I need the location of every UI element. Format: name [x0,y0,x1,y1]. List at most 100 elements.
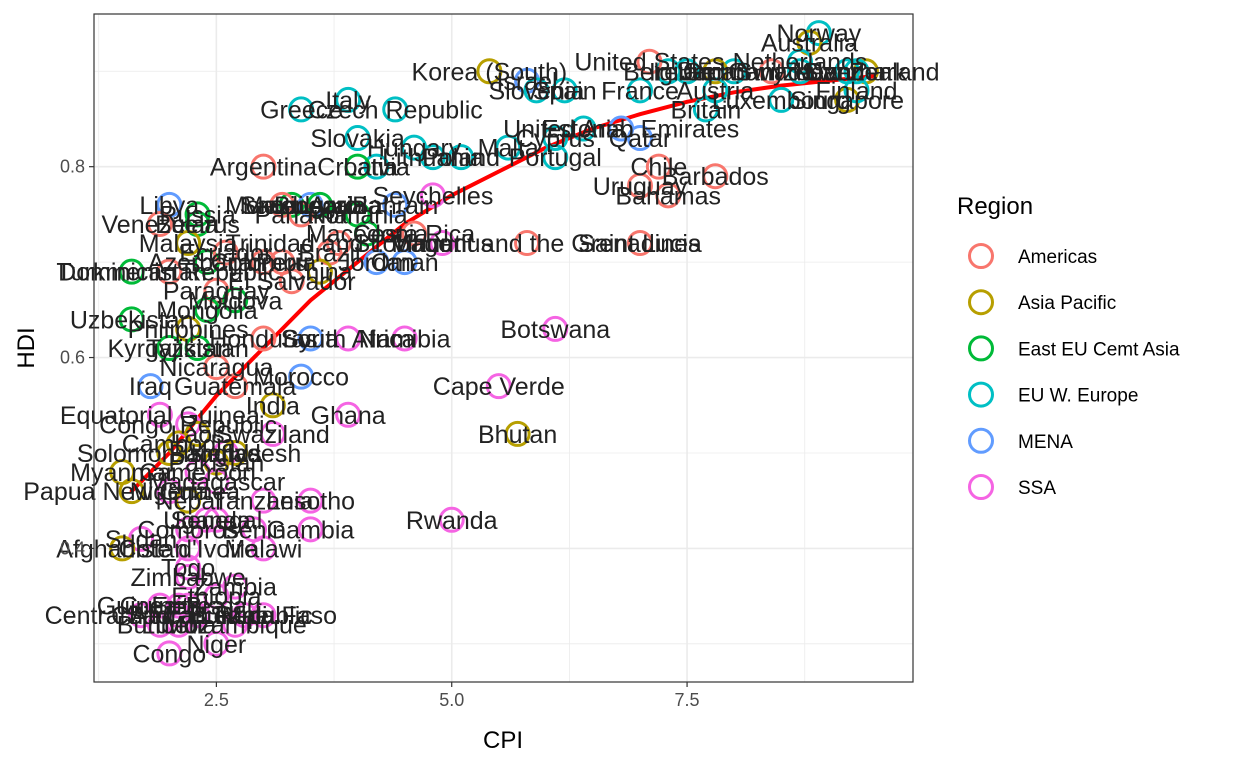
data-point [438,506,465,533]
data-point [805,20,832,47]
x-tick-label: 5.0 [439,690,464,710]
y-axis-title: HDI [13,327,40,368]
point-label: Liberia [141,612,216,640]
data-point [787,58,814,85]
data-point [137,373,164,400]
point-label: United Arab Emirates [503,116,739,144]
point-label: Uganda [163,507,251,535]
point-label: Qatar [609,125,672,153]
point-label: Bahrain [352,192,438,220]
point-label: Italy [325,87,371,115]
point-label: Senegal [171,507,263,535]
data-point [834,86,861,113]
data-point [165,430,192,457]
data-point [250,535,277,562]
point-label: Peru [256,249,309,277]
data-point [627,230,653,257]
point-label: Czech Republic [308,96,483,124]
point-label: Hungary [367,135,462,163]
point-label: Equatorial Guinea [60,402,260,430]
point-label: Romania [308,201,408,229]
point-label: Bahamas [615,182,721,210]
point-label: Turkmenistan [56,259,207,287]
point-label: Saint Lucia [578,230,702,258]
data-point [325,230,352,257]
point-label: Korea (South) [412,58,568,86]
point-label: Netherlands [733,49,868,77]
x-axis-title: CPI [483,727,523,754]
legend-key [968,474,994,500]
point-label: Spain [533,77,597,105]
point-label: New Zealand [792,58,939,86]
point-label: Croatia [317,154,398,182]
point-label: Guatemala [174,373,296,401]
legend-label: East EU Cemt Asia [1018,339,1180,360]
data-point [523,77,550,104]
point-label: Mexico [243,192,322,220]
data-point [542,144,569,171]
point-label: Portugal [509,144,602,172]
data-point [391,249,418,276]
data-point [297,325,324,352]
y-tick-label: 0.8 [60,157,85,177]
point-label: Bhutan [478,421,557,449]
point-label: Eritrea [151,593,225,621]
point-label: Pakistan [168,450,264,478]
point-label: Mozambique [164,612,307,640]
point-label: Singapore [790,87,904,115]
data-point [212,439,239,466]
point-label: Madagascar [148,469,286,497]
data-point [146,210,173,237]
legend-key [968,289,994,316]
data-point [250,325,277,352]
point-label: Nepal [155,488,220,516]
point-label: Namibia [359,325,451,353]
point-label: Cape Verde [433,373,565,401]
point-label: India [246,392,300,420]
x-tick-label: 2.5 [204,690,229,710]
point-label: Belgium [623,58,713,86]
data-point [297,191,324,218]
point-label: Cambodia [122,430,236,458]
point-label: Lithuania [382,144,484,172]
legend-label: SSA [1018,478,1056,499]
point-label: Guinea [120,593,201,621]
point-label: Afghanistan [56,535,188,563]
point-label: Macedonia [306,220,428,248]
point-label: Zimbabwe [130,564,245,592]
data-point [231,602,258,629]
point-label: Niger [187,631,247,659]
data-point [175,554,202,581]
point-label: Argentina [210,154,317,182]
data-point [250,249,277,276]
data-point [250,153,277,180]
point-label: Laos [170,421,224,449]
point-label: Iraq [129,373,172,401]
point-label: Papua New Guinea [23,478,240,506]
point-label: Moldova [188,287,283,315]
data-point [674,58,701,85]
point-label: Benin [222,516,286,544]
point-label: Venezuela [102,211,219,239]
point-label: Colombia [211,249,317,277]
point-label: Cote d'Ivoire [118,535,258,563]
legend-key [968,243,994,269]
data-point [175,535,202,562]
data-point [542,315,569,342]
data-point [354,220,380,247]
data-point [627,125,653,152]
point-label: Greece [260,96,342,124]
point-label: Latvia [343,154,410,182]
point-label: Mongolia [156,297,258,325]
point-label: Ghana [311,402,386,430]
point-label: Burundi [117,612,203,640]
data-point [175,487,202,514]
data-point [306,258,333,285]
data-point [259,420,286,447]
point-label: Belarus [155,211,240,239]
point-label: Estonia [542,116,625,144]
data-point [485,373,512,400]
point-label: Libya [139,192,199,220]
y-tick-label: 0.4 [60,538,85,558]
